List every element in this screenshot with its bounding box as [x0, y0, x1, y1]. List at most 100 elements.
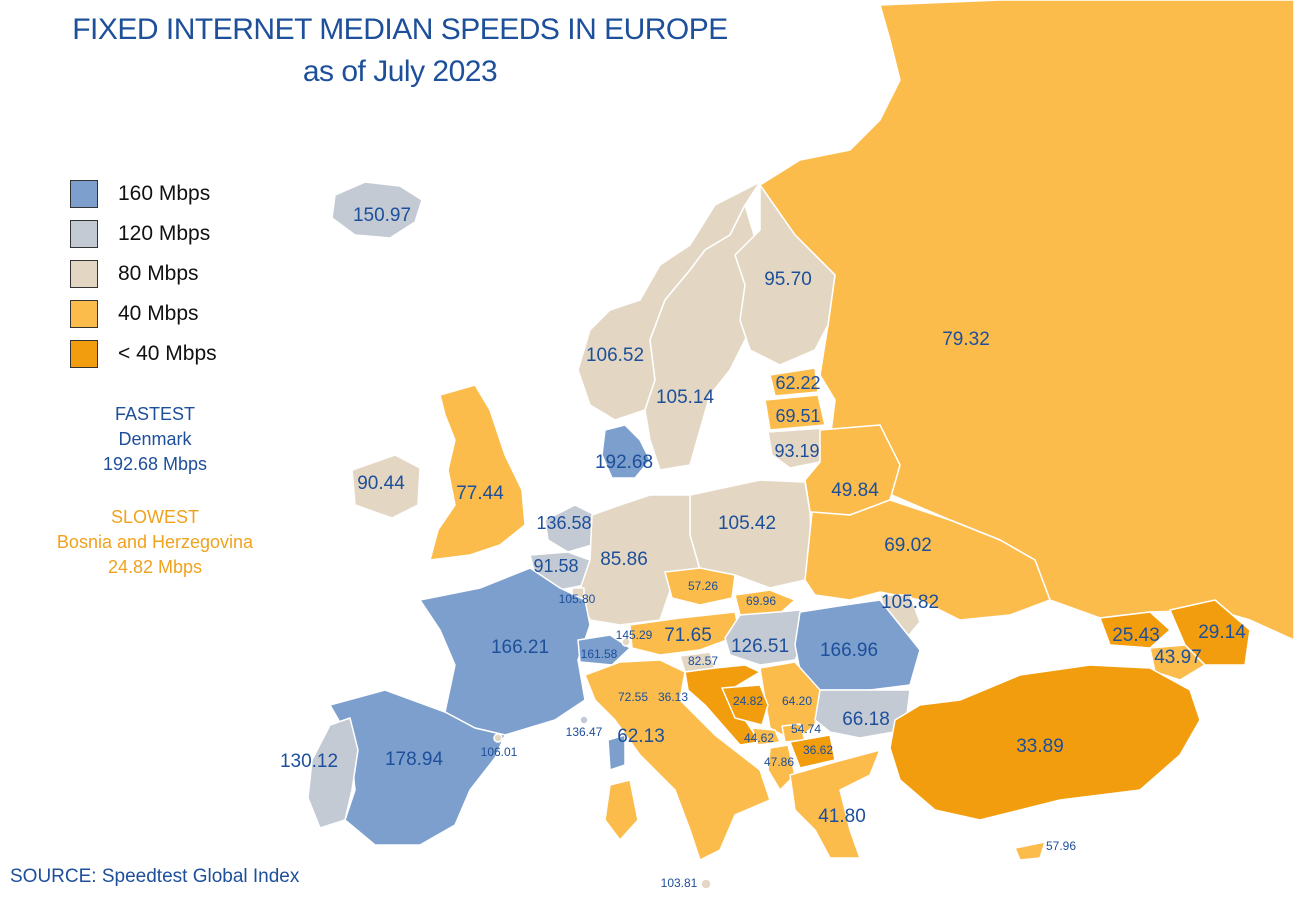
region-speed-label: 178.94: [385, 749, 444, 770]
region-greece[interactable]: [789, 749, 881, 859]
region-speed-label: 54.74: [791, 722, 821, 736]
region-italy[interactable]: [584, 659, 771, 861]
region-speed-label: 106.01: [481, 745, 518, 759]
legend-item: 40 Mbps: [70, 294, 217, 334]
region-bulgaria[interactable]: [814, 689, 911, 739]
legend: 160 Mbps 120 Mbps 80 Mbps 40 Mbps < 40 M…: [70, 174, 217, 374]
legend-swatch: [70, 220, 98, 248]
region-speed-label: 47.86: [764, 755, 794, 769]
region-speed-label: 166.96: [820, 640, 878, 661]
region-speed-label: 105.80: [559, 592, 596, 606]
legend-swatch: [70, 300, 98, 328]
region-bosnia[interactable]: [721, 684, 769, 726]
region-ukraine[interactable]: [804, 499, 1051, 621]
region-georgia[interactable]: [1099, 611, 1171, 649]
region-speed-label: 36.62: [803, 743, 833, 757]
region-portugal[interactable]: [307, 717, 359, 829]
region-uk[interactable]: [429, 384, 526, 561]
region-andorra[interactable]: [493, 733, 503, 743]
region-speed-label: 69.02: [884, 535, 932, 556]
region-speed-label: 105.82: [881, 592, 939, 613]
region-liechtenstein[interactable]: [621, 637, 631, 647]
region-spain[interactable]: [329, 689, 506, 846]
fastest-block: FASTEST Denmark 192.68 Mbps: [25, 402, 285, 477]
region-speed-label: 106.52: [586, 345, 644, 366]
region-speed-label: 192.68: [595, 452, 653, 473]
region-speed-label: 57.26: [688, 579, 718, 593]
region-iceland[interactable]: [331, 181, 423, 239]
region-ireland[interactable]: [351, 454, 421, 519]
slowest-heading: SLOWEST: [110, 507, 199, 527]
region-france[interactable]: [419, 567, 591, 736]
region-speed-label: 91.58: [533, 556, 578, 576]
region-speed-label: 166.21: [491, 637, 549, 658]
fastest-country: Denmark: [118, 429, 192, 449]
region-malta[interactable]: [700, 878, 712, 890]
region-switzerland[interactable]: [577, 634, 631, 666]
legend-swatch: [70, 260, 98, 288]
region-speed-label: 130.12: [280, 751, 338, 772]
region-speed-label: 161.58: [581, 647, 618, 661]
region-speed-label: 69.51: [775, 406, 820, 426]
region-speed-label: 29.14: [1198, 622, 1246, 643]
region-lithuania[interactable]: [767, 427, 826, 469]
region-speed-label: 103.81: [661, 876, 698, 890]
region-albania[interactable]: [767, 744, 796, 791]
region-speed-label: 95.70: [764, 269, 812, 290]
region-speed-label: 145.29: [616, 628, 653, 642]
region-speed-label: 41.80: [818, 806, 866, 827]
region-austria[interactable]: [629, 611, 741, 656]
region-speed-label: 136.47: [566, 725, 603, 739]
region-speed-label: 105.42: [718, 513, 776, 534]
region-corsica[interactable]: [607, 734, 626, 771]
region-turkey[interactable]: [889, 664, 1201, 821]
region-denmark[interactable]: [601, 424, 651, 479]
region-czechia[interactable]: [664, 567, 736, 606]
region-speed-label: 25.43: [1112, 625, 1160, 646]
fastest-heading: FASTEST: [114, 404, 195, 424]
legend-item: < 40 Mbps: [70, 334, 217, 374]
region-estonia[interactable]: [769, 367, 819, 397]
region-latvia[interactable]: [764, 394, 826, 431]
region-speed-label: 77.44: [456, 483, 504, 504]
region-armenia[interactable]: [1149, 644, 1206, 681]
map-subtitle: as of July 2023: [302, 55, 498, 88]
region-north-macedonia[interactable]: [789, 734, 836, 769]
legend-label: 160 Mbps: [118, 182, 211, 205]
region-speed-label: 85.86: [600, 549, 648, 570]
region-speed-label: 66.18: [842, 709, 890, 730]
legend-label: < 40 Mbps: [118, 342, 217, 365]
slowest-block: SLOWEST Bosnia and Herzegovina 24.82 Mbp…: [25, 505, 285, 580]
legend-label: 80 Mbps: [118, 262, 199, 285]
slowest-value: 24.82 Mbps: [107, 557, 203, 577]
region-speed-label: 49.84: [831, 480, 879, 501]
region-romania[interactable]: [794, 599, 921, 691]
region-finland[interactable]: [734, 184, 836, 366]
region-speed-label: 24.82: [733, 694, 763, 708]
map-title: FIXED INTERNET MEDIAN SPEEDS IN EUROPE: [72, 13, 728, 46]
region-speed-label: 90.44: [357, 473, 405, 494]
legend-label: 120 Mbps: [118, 222, 211, 245]
region-speed-label: 71.65: [664, 625, 712, 646]
region-speed-label: 79.32: [942, 329, 990, 350]
legend-item: 160 Mbps: [70, 174, 217, 214]
fastest-value: 192.68 Mbps: [102, 454, 208, 474]
region-speed-label: 93.19: [774, 441, 819, 461]
region-speed-label: 105.14: [656, 387, 715, 408]
region-hungary[interactable]: [724, 609, 811, 666]
region-speed-label: 136.58: [536, 513, 591, 533]
legend-swatch: [70, 340, 98, 368]
region-speed-label: 57.96: [1046, 839, 1076, 853]
legend-item: 80 Mbps: [70, 254, 217, 294]
region-speed-label: 43.97: [1154, 647, 1202, 668]
region-sardinia[interactable]: [604, 779, 639, 841]
region-speed-label: 82.57: [688, 654, 718, 668]
region-monaco[interactable]: [579, 715, 589, 725]
region-cyprus[interactable]: [1014, 841, 1046, 861]
region-montenegro[interactable]: [751, 727, 781, 746]
region-speed-label: 64.20: [782, 694, 812, 708]
region-speed-label: 62.22: [775, 373, 820, 393]
region-speed-label: 126.51: [731, 636, 789, 657]
region-slovakia[interactable]: [734, 589, 796, 616]
